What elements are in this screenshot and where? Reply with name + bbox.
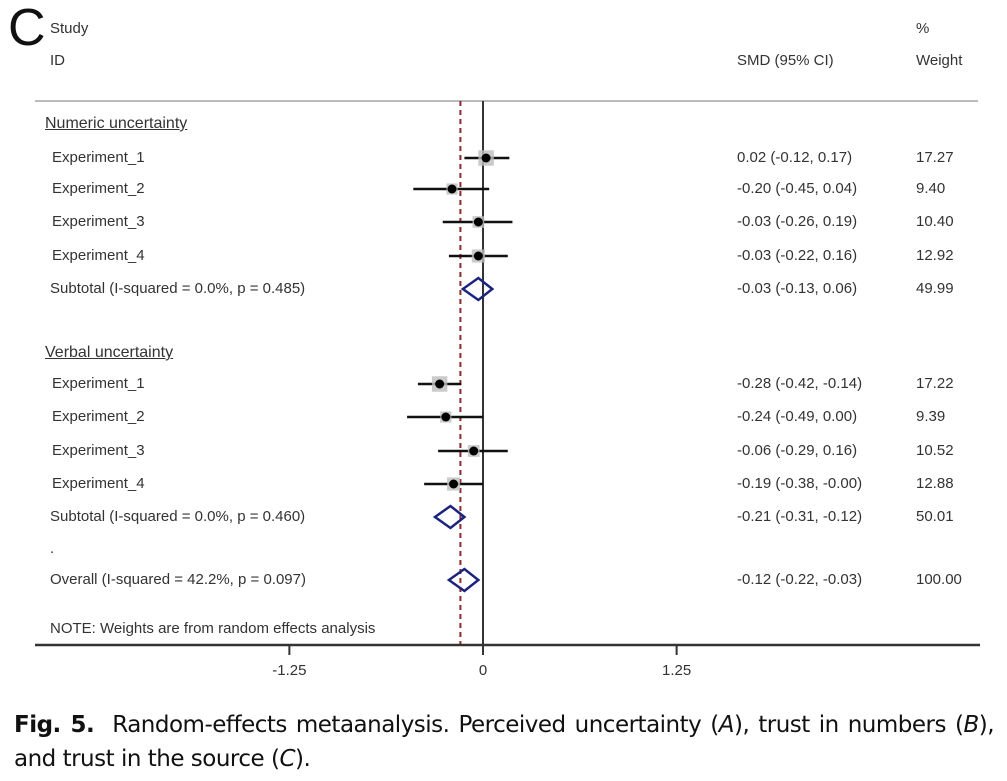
group-label: Numeric uncertainty: [45, 115, 188, 132]
point-estimate: [473, 217, 483, 227]
weight-header: Weight: [916, 52, 963, 69]
smd-header: SMD (95% CI): [737, 52, 834, 69]
point-estimate: [449, 479, 459, 489]
overall-ci-value: -0.12 (-0.22, -0.03): [737, 571, 863, 588]
weight-value: 12.88: [916, 475, 954, 492]
weight-value: 10.40: [916, 213, 954, 230]
study-label: Experiment_4: [52, 475, 145, 492]
study-label: Experiment_4: [52, 247, 145, 264]
point-estimate: [469, 446, 479, 456]
weight-value: 12.92: [916, 247, 954, 264]
point-estimate: [435, 379, 445, 389]
caption-c: C: [279, 746, 296, 772]
study-label: Experiment_2: [52, 408, 145, 425]
subtotal-ci-value: -0.03 (-0.13, 0.06): [737, 280, 858, 297]
overall-label: Overall (I-squared = 42.2%, p = 0.097): [50, 571, 306, 588]
caption-text-2: ), trust in numbers (: [733, 712, 964, 738]
caption-b: B: [963, 712, 979, 738]
forest-plot: [35, 100, 980, 655]
separator-dot: .: [50, 540, 55, 557]
x-tick-label: 0: [478, 662, 488, 679]
weight-value: 17.27: [916, 149, 954, 166]
weight-value: 9.39: [916, 408, 946, 425]
panel-letter: C: [8, 0, 46, 57]
smd-ci-value: -0.03 (-0.26, 0.19): [737, 213, 858, 230]
study-label: Experiment_1: [52, 375, 145, 392]
study-label: Experiment_2: [52, 180, 145, 197]
subtotal-ci-value: -0.21 (-0.31, -0.12): [737, 508, 863, 525]
subtotal-weight-value: 50.01: [916, 508, 954, 525]
subtotal-weight-value: 49.99: [916, 280, 954, 297]
smd-ci-value: 0.02 (-0.12, 0.17): [737, 149, 853, 166]
group-label: Verbal uncertainty: [45, 344, 174, 361]
subtotal-diamond: [460, 276, 495, 302]
weight-value: 17.22: [916, 375, 954, 392]
weight-value: 10.52: [916, 442, 954, 459]
study-label: Experiment_1: [52, 149, 145, 166]
smd-ci-value: -0.19 (-0.38, -0.00): [737, 475, 863, 492]
weights-note: NOTE: Weights are from random effects an…: [50, 620, 376, 637]
point-estimate: [441, 412, 451, 422]
study-header: Study: [50, 20, 89, 37]
caption-text-4: ).: [295, 746, 311, 772]
caption-text-1: Random-effects metaanalysis. Perceived u…: [112, 712, 719, 738]
caption-fig-label: Fig. 5.: [14, 712, 95, 738]
smd-ci-value: -0.24 (-0.49, 0.00): [737, 408, 858, 425]
study-label: Experiment_3: [52, 213, 145, 230]
figure-caption: Fig. 5. Random-effects metaanalysis. Per…: [14, 708, 995, 776]
overall-diamond: [446, 567, 481, 593]
point-estimate: [473, 251, 483, 261]
subtotal-label: Subtotal (I-squared = 0.0%, p = 0.460): [50, 508, 306, 525]
x-tick-label: -1.25: [272, 662, 307, 679]
subtotal-label: Subtotal (I-squared = 0.0%, p = 0.485): [50, 280, 306, 297]
caption-text-3: ), and trust in the source (: [14, 712, 995, 772]
smd-ci-value: -0.20 (-0.45, 0.04): [737, 180, 858, 197]
id-header: ID: [50, 52, 65, 69]
subtotal-diamond: [432, 504, 467, 530]
point-estimate: [447, 184, 457, 194]
smd-ci-value: -0.28 (-0.42, -0.14): [737, 375, 863, 392]
x-tick-label: 1.25: [662, 662, 692, 679]
point-estimate: [481, 153, 491, 163]
overall-weight-value: 100.00: [916, 571, 962, 588]
weight-header-percent: %: [916, 20, 930, 37]
smd-ci-value: -0.06 (-0.29, 0.16): [737, 442, 858, 459]
caption-a: A: [718, 712, 735, 738]
weight-value: 9.40: [916, 180, 946, 197]
smd-ci-value: -0.03 (-0.22, 0.16): [737, 247, 858, 264]
study-label: Experiment_3: [52, 442, 145, 459]
